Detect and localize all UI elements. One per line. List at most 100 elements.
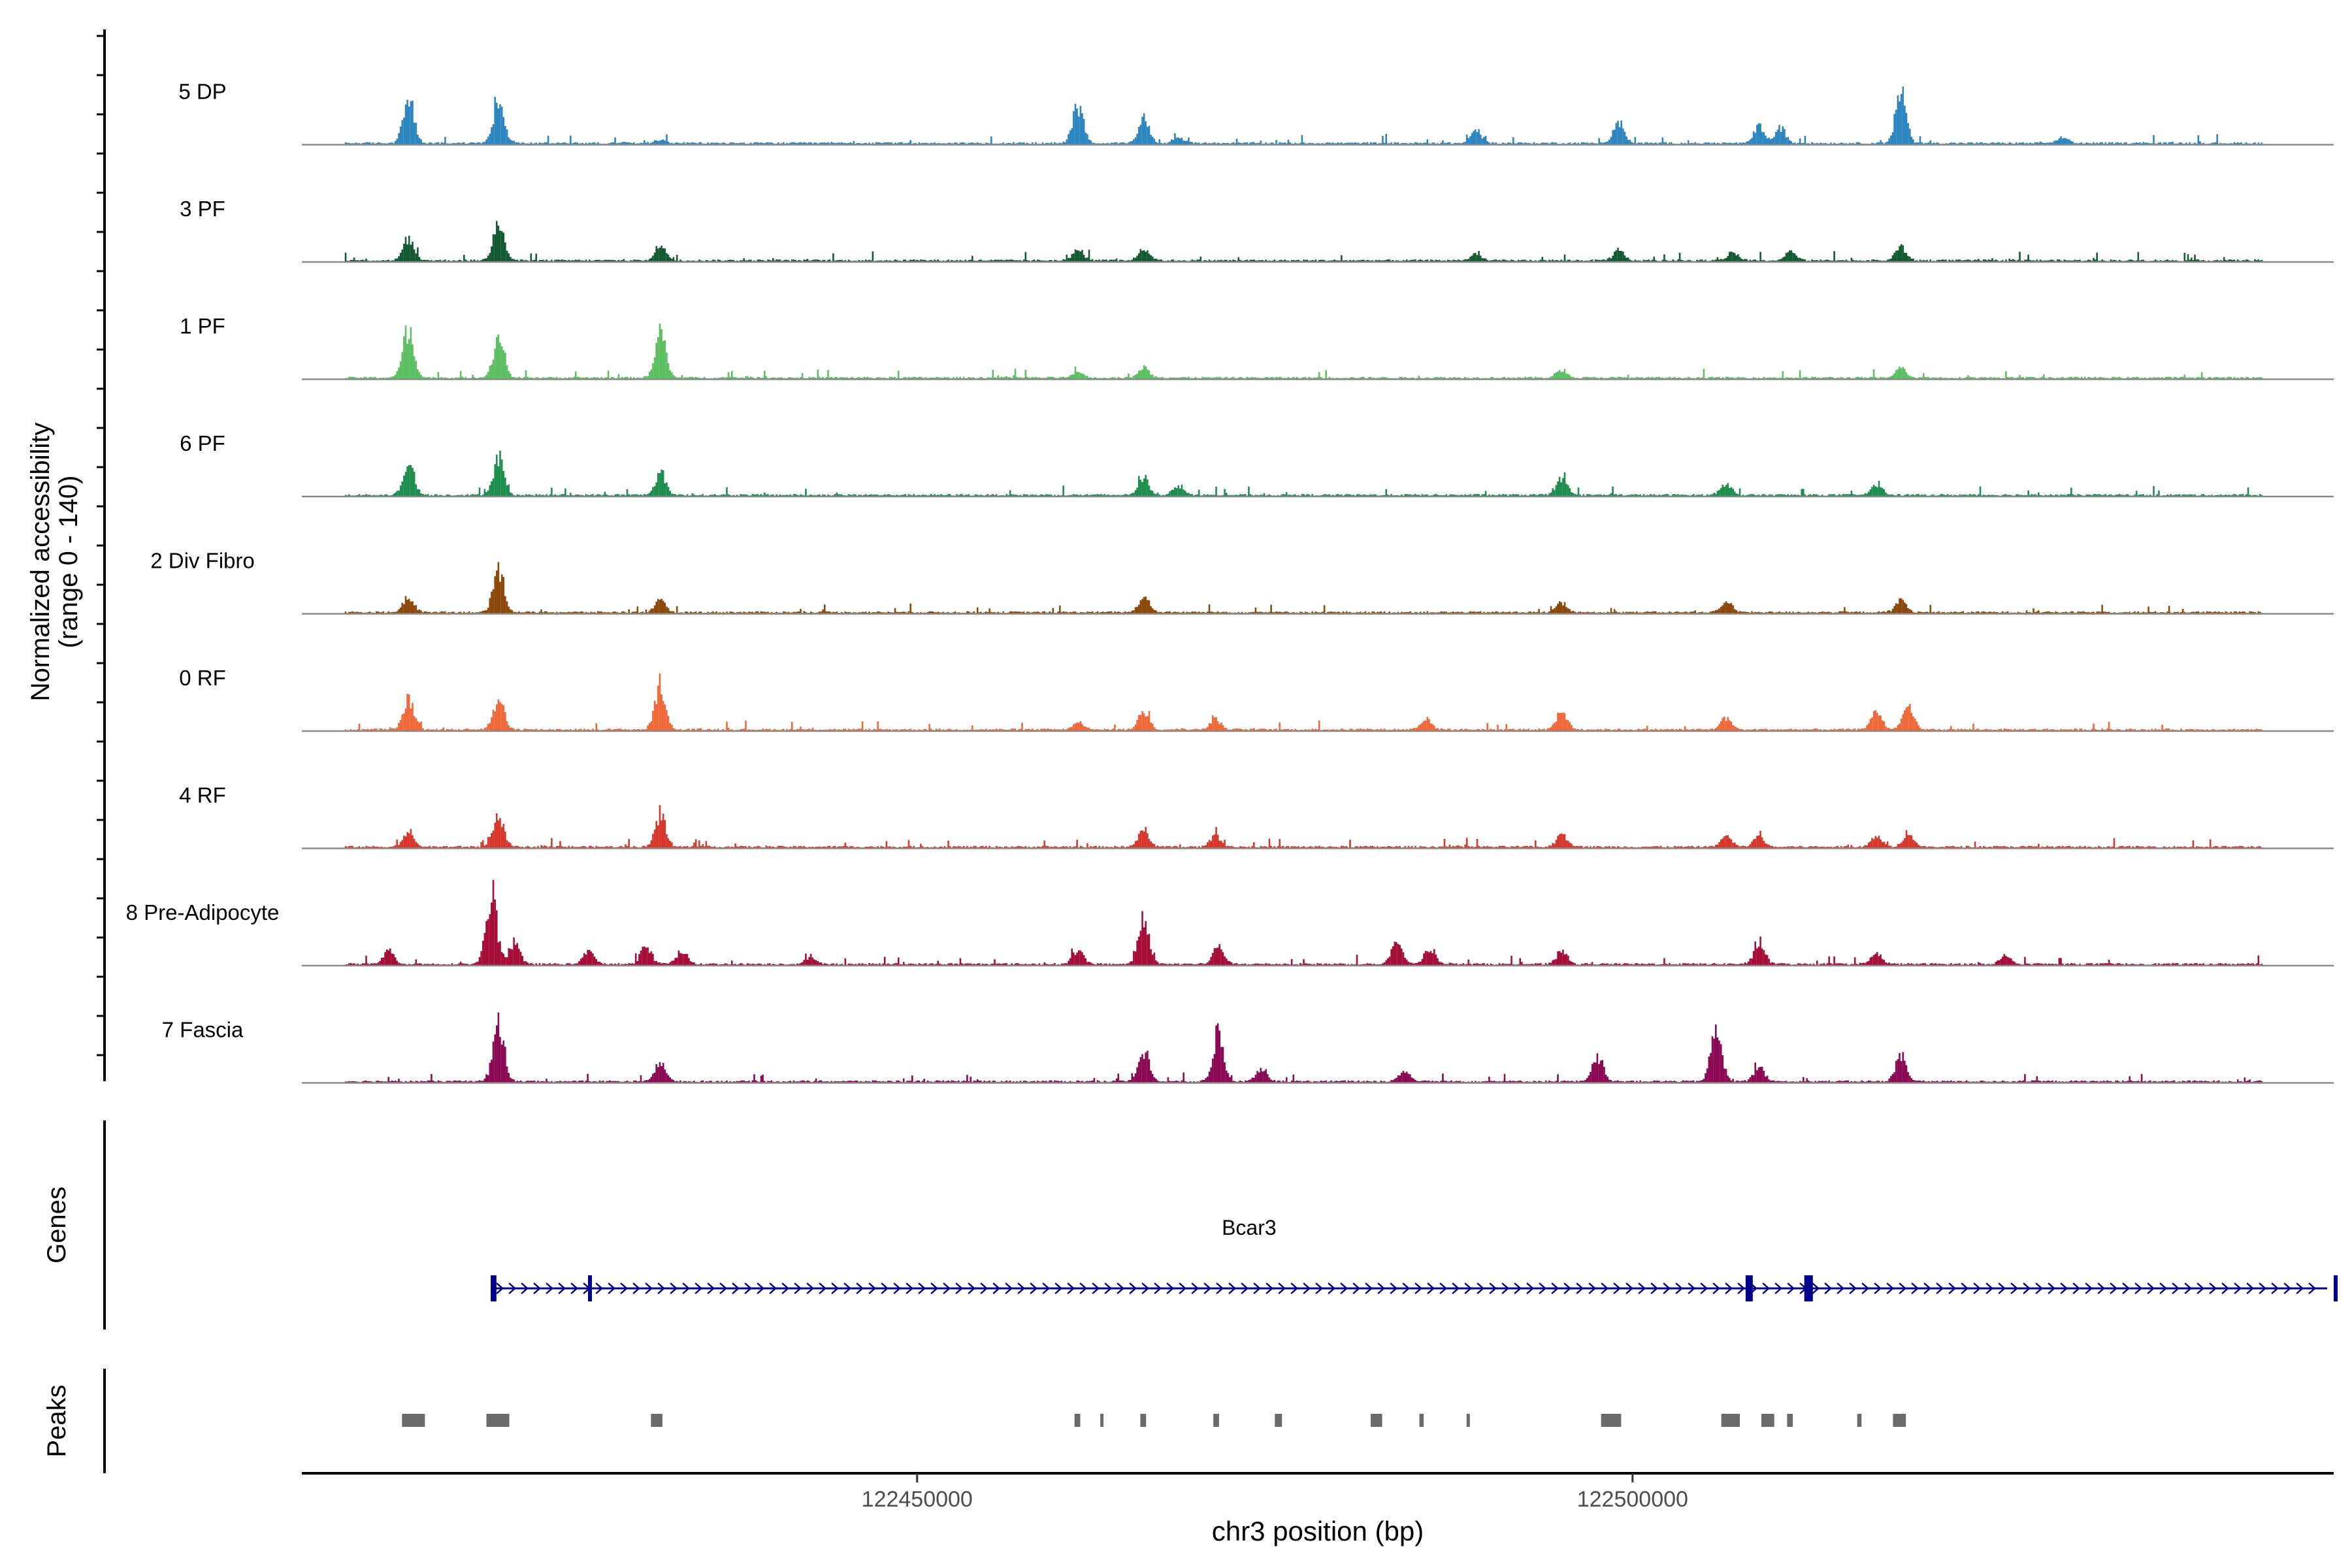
track-4-rf: 4 RF	[179, 783, 2334, 849]
exon	[491, 1275, 497, 1301]
genes-track: Bcar3	[491, 1216, 2338, 1301]
strand-arrow	[1402, 1282, 1410, 1294]
strand-arrow	[1688, 1282, 1695, 1294]
strand-arrow	[769, 1282, 777, 1294]
x-tick-label: 122500000	[1577, 1487, 1688, 1512]
coverage-tracks: 5 DP 3 PF 1 PF 6 PF 2 Div Fibro 0 RF 4 RF 8 Pre…	[126, 80, 2334, 1084]
strand-arrow	[1228, 1282, 1236, 1294]
strand-arrow	[707, 1282, 715, 1294]
strand-arrow	[1452, 1282, 1460, 1294]
strand-arrow	[657, 1282, 665, 1294]
gene-bcar3: Bcar3	[491, 1216, 2338, 1301]
x-axis-ticks: 122450000 122500000	[862, 1473, 1688, 1512]
x-tick-label: 122450000	[862, 1487, 973, 1512]
strand-arrow	[1663, 1282, 1671, 1294]
strand-arrow	[1613, 1282, 1621, 1294]
strand-arrow	[881, 1282, 889, 1294]
strand-arrow	[1737, 1282, 1745, 1294]
peak-region	[1466, 1414, 1470, 1427]
strand-arrow	[1824, 1282, 1832, 1294]
strand-arrow	[831, 1282, 839, 1294]
strand-arrow	[1985, 1282, 1993, 1294]
strand-arrow	[1191, 1282, 1199, 1294]
track-8-pre-adipocyte: 8 Pre-Adipocyte	[126, 879, 2334, 967]
coverage-area	[344, 1012, 2263, 1083]
track-label: 3 PF	[180, 197, 225, 221]
strand-arrow	[955, 1282, 963, 1294]
strand-arrow	[1774, 1282, 1782, 1294]
strand-arrow	[1017, 1282, 1025, 1294]
strand-arrow	[980, 1282, 988, 1294]
strand-arrow	[2010, 1282, 2018, 1294]
strand-arrow	[930, 1282, 938, 1294]
strand-arrow	[521, 1282, 529, 1294]
peak-region	[1601, 1414, 1622, 1427]
peak-region	[1857, 1414, 1862, 1427]
strand-arrow	[1812, 1282, 1820, 1294]
exon	[2334, 1275, 2338, 1301]
peak-region	[1721, 1414, 1740, 1427]
peak-region	[1371, 1414, 1382, 1427]
strand-arrow	[1216, 1282, 1224, 1294]
strand-arrow	[1576, 1282, 1584, 1294]
strand-arrow	[496, 1282, 504, 1294]
strand-arrow	[1154, 1282, 1162, 1294]
track-1-pf: 1 PF	[180, 314, 2334, 380]
strand-arrow	[546, 1282, 553, 1294]
strand-arrow	[508, 1282, 516, 1294]
peak-region	[1275, 1414, 1282, 1427]
strand-arrow	[1414, 1282, 1422, 1294]
coverage-area	[344, 562, 2263, 614]
strand-arrow	[2035, 1282, 2043, 1294]
strand-arrow	[1551, 1282, 1559, 1294]
track-label: 1 PF	[180, 314, 225, 338]
strand-arrow	[918, 1282, 926, 1294]
strand-arrow	[2060, 1282, 2068, 1294]
peak-region	[486, 1414, 510, 1427]
exon	[588, 1275, 593, 1301]
exon	[1804, 1275, 1813, 1301]
strand-arrow	[1514, 1282, 1522, 1294]
track-label: 8 Pre-Adipocyte	[126, 900, 280, 924]
strand-arrow	[1700, 1282, 1708, 1294]
strand-arrow	[1526, 1282, 1534, 1294]
strand-arrow	[1054, 1282, 1062, 1294]
strand-arrow	[1104, 1282, 1112, 1294]
coverage-area	[344, 323, 2263, 380]
strand-arrow	[1886, 1282, 1894, 1294]
strand-arrow	[943, 1282, 951, 1294]
strand-arrow	[1861, 1282, 1869, 1294]
strand-arrow	[781, 1282, 789, 1294]
coverage-y-ticks	[97, 35, 105, 1056]
peak-region	[1213, 1414, 1219, 1427]
strand-arrow	[1837, 1282, 1844, 1294]
strand-arrow	[893, 1282, 901, 1294]
strand-arrow	[1588, 1282, 1596, 1294]
strand-arrow	[645, 1282, 653, 1294]
strand-arrow	[1563, 1282, 1571, 1294]
strand-arrow	[2221, 1282, 2229, 1294]
strand-arrow	[1427, 1282, 1435, 1294]
strand-arrow	[1961, 1282, 1968, 1294]
track-label: 7 Fascia	[162, 1018, 244, 1042]
strand-arrow	[2184, 1282, 2192, 1294]
strand-arrow	[670, 1282, 678, 1294]
strand-arrow	[732, 1282, 740, 1294]
strand-arrow	[1340, 1282, 1348, 1294]
peaks-panel-label: Peaks	[42, 1384, 71, 1457]
strand-arrow	[1141, 1282, 1149, 1294]
peak-region	[651, 1414, 662, 1427]
genes-panel-label: Genes	[42, 1186, 71, 1264]
strand-arrow	[843, 1282, 851, 1294]
peak-regions	[402, 1414, 1906, 1427]
strand-arrow	[1005, 1282, 1013, 1294]
strand-arrow	[1179, 1282, 1186, 1294]
strand-arrow	[906, 1282, 913, 1294]
strand-arrow	[1911, 1282, 1919, 1294]
coverage-area	[344, 673, 2263, 731]
strand-arrow	[1601, 1282, 1609, 1294]
strand-arrow	[2072, 1282, 2080, 1294]
strand-arrow	[1315, 1282, 1323, 1294]
strand-arrow	[2209, 1282, 2217, 1294]
